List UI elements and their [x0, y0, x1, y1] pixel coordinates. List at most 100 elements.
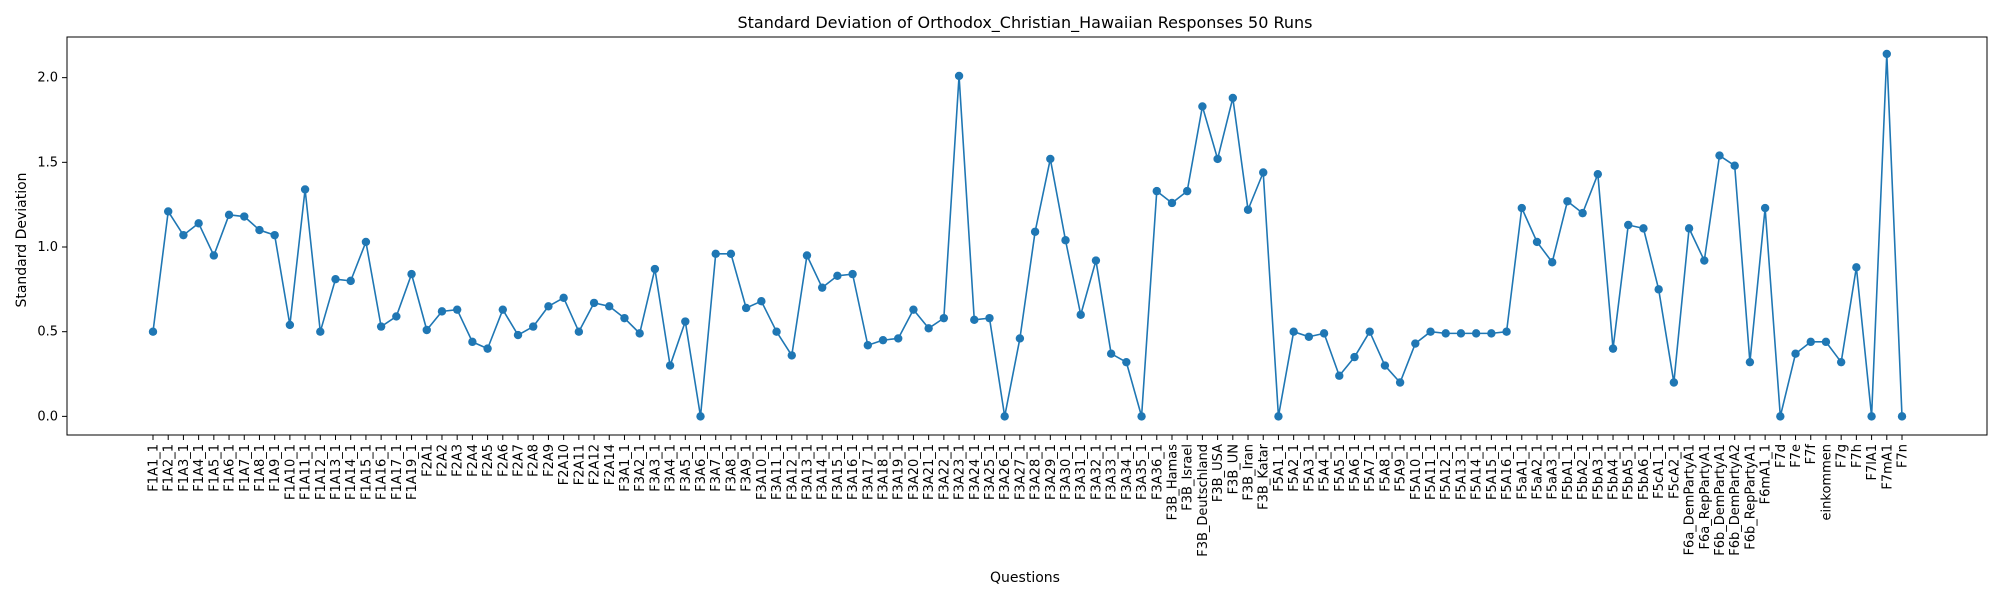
x-tick-label: F3A8_1 [724, 444, 739, 492]
data-point [300, 185, 310, 194]
x-axis-label: Questions [990, 570, 1060, 586]
x-tick-label: einkommen [1819, 444, 1834, 520]
x-tick-label: F5A2_1 [1287, 444, 1302, 492]
x-tick-label: F2A2 [435, 444, 450, 477]
x-tick-label: F5A3_1 [1302, 444, 1317, 492]
data-point [407, 269, 416, 279]
x-tick-label: F1A10_1 [283, 444, 298, 500]
x-tick-label: F3A5_1 [679, 444, 694, 492]
data-point [1715, 151, 1724, 160]
data-point [483, 344, 492, 353]
x-tick-label: F2A7 [512, 444, 527, 477]
data-point [179, 230, 188, 240]
x-tick-label: F5A8_1 [1378, 444, 1393, 492]
x-tick-label: F2A4 [466, 444, 481, 477]
x-tick-label: F5A15_1 [1485, 444, 1500, 500]
x-tick-label: F1A6_1 [223, 444, 238, 492]
data-point [164, 207, 173, 216]
x-tick-label: F1A19_1 [405, 444, 420, 500]
data-point [1608, 344, 1618, 353]
data-point [1076, 310, 1085, 319]
x-tick-label: F1A12_1 [314, 444, 329, 500]
data-point [1395, 378, 1405, 387]
data-point [1806, 337, 1815, 347]
data-point [1593, 169, 1603, 179]
data-point [985, 313, 994, 323]
data-point [620, 313, 629, 323]
x-tick-label: F5A11_1 [1424, 444, 1439, 500]
x-tick-label: F2A8 [527, 444, 542, 477]
data-point [1304, 332, 1314, 341]
data-point [316, 327, 325, 336]
x-tick-label: F1A14_1 [344, 444, 359, 500]
x-tick-label: F7h [1850, 444, 1865, 468]
x-tick-label: F3A25_1 [983, 444, 998, 500]
x-tick-label: F3B_Israel [1181, 444, 1196, 511]
x-tick-label: F3A17_1 [861, 444, 876, 500]
data-point [1578, 208, 1587, 218]
x-tick-label: F5bA6_1 [1637, 444, 1652, 500]
data-point [772, 327, 781, 336]
x-tick-label: F1A4_1 [192, 444, 207, 492]
data-point [1882, 49, 1891, 59]
x-tick-label: F5aA1_1 [1515, 444, 1530, 500]
x-tick-label: F2A11 [572, 444, 587, 485]
x-tick-label: F3A31_1 [1074, 444, 1089, 500]
x-tick-label: F3A13_1 [800, 444, 815, 500]
x-tick-label: F1A7_1 [238, 444, 253, 492]
data-point [1654, 285, 1663, 294]
y-tick-label: 0.0 [37, 409, 58, 424]
x-tick-label: F7mA1 [1880, 444, 1895, 490]
data-point [1411, 339, 1420, 348]
data-point [1319, 329, 1329, 338]
data-point [787, 351, 796, 360]
x-tick-label: F7g [1835, 444, 1850, 468]
data-point [1350, 352, 1359, 362]
data-point [1167, 198, 1177, 208]
x-tick-label: F1A16_1 [375, 444, 390, 500]
x-tick-label: F3A6_1 [694, 444, 709, 492]
data-point [833, 271, 842, 280]
x-tick-label: F2A14 [603, 444, 618, 485]
data-point [726, 249, 736, 258]
x-tick-label: F3A1_1 [618, 444, 633, 492]
data-point [1228, 93, 1238, 103]
x-tick-label: F3A36_1 [1150, 444, 1165, 500]
data-point [589, 298, 599, 308]
data-point [954, 71, 964, 81]
data-point [1700, 256, 1709, 265]
x-tick-label: F3B_Katar [1257, 443, 1272, 509]
x-tick-label: F5A13_1 [1454, 444, 1469, 500]
data-point [1106, 349, 1116, 358]
x-tick-label: F5A6_1 [1348, 444, 1363, 492]
x-tick-label: F2A12 [588, 444, 603, 485]
data-point [848, 269, 857, 279]
data-point [361, 237, 371, 247]
x-tick-label: F3A32_1 [1089, 444, 1104, 500]
x-tick-label: F5bA5_1 [1622, 444, 1637, 500]
data-point [270, 230, 279, 240]
x-tick-label: F2A6 [496, 444, 511, 477]
data-point [468, 337, 477, 347]
y-tick-label: 2.0 [37, 71, 58, 86]
x-tick-label: F5A16_1 [1500, 444, 1515, 500]
data-point [513, 330, 523, 340]
x-tick-label: F7lA1 [1865, 444, 1880, 481]
x-tick-label: F5A7_1 [1363, 444, 1378, 492]
data-point [1760, 203, 1770, 213]
x-tick-label: F1A3_1 [177, 444, 192, 492]
data-point [817, 283, 827, 292]
x-tick-label: F3A35_1 [1135, 444, 1150, 500]
x-tick-label: F1A8_1 [253, 444, 268, 492]
data-point [1274, 412, 1283, 421]
y-tick-label: 0.5 [37, 325, 58, 340]
x-tick-label: F2A5 [481, 444, 496, 477]
x-tick-label: F3A14_1 [816, 444, 831, 500]
data-point [240, 212, 249, 221]
x-tick-label: F3A22_1 [937, 444, 952, 500]
x-tick-label: F2A10 [557, 444, 572, 485]
data-point [1730, 161, 1739, 170]
x-tick-label: F3A26_1 [998, 444, 1013, 500]
x-tick-label: F6mA1_1 [1759, 444, 1774, 504]
